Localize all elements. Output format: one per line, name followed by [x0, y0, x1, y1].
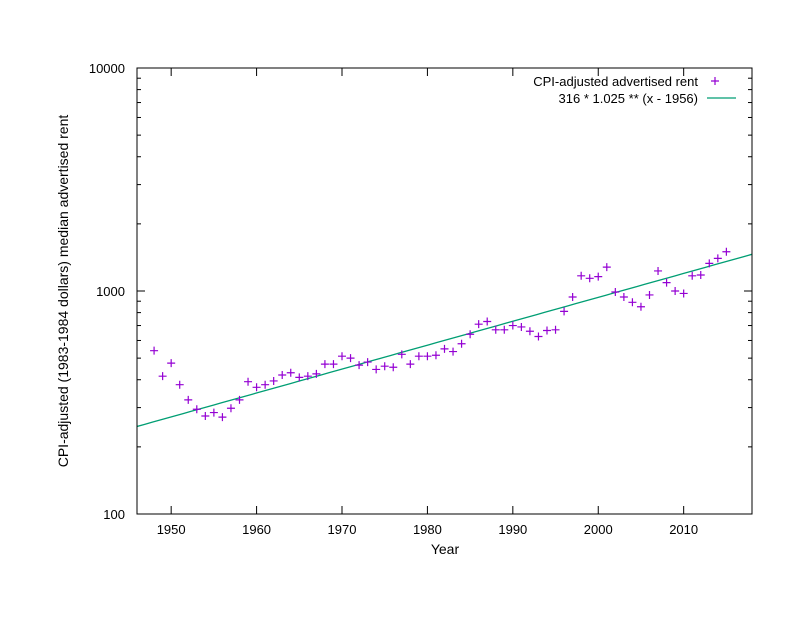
data-point: [483, 317, 492, 326]
data-point: [585, 274, 594, 283]
legend-marker-points: [711, 77, 719, 85]
data-point: [500, 325, 509, 334]
data-point: [338, 352, 346, 361]
data-point: [551, 325, 560, 334]
data-point: [380, 362, 389, 371]
data-point: [466, 330, 475, 339]
y-tick-label: 1000: [96, 284, 125, 299]
data-point: [244, 377, 253, 386]
data-point: [713, 254, 722, 263]
data-point: [568, 292, 577, 301]
data-point: [389, 363, 398, 372]
data-point: [577, 271, 586, 280]
data-point: [158, 372, 167, 381]
data-point: [705, 259, 714, 268]
data-point: [525, 327, 534, 336]
data-point: [184, 395, 193, 404]
x-tick-label: 1990: [498, 522, 527, 537]
data-point: [295, 373, 304, 382]
data-point: [218, 413, 227, 422]
data-point: [662, 278, 671, 287]
data-point: [329, 360, 338, 369]
y-tick-label: 100: [103, 507, 125, 522]
data-point: [722, 247, 731, 256]
data-point: [423, 352, 432, 361]
data-point: [619, 292, 628, 301]
data-point: [406, 360, 415, 369]
data-point: [636, 302, 645, 311]
x-axis-label: Year: [431, 541, 460, 557]
data-point: [320, 360, 329, 369]
y-tick-label: 10000: [89, 61, 125, 76]
data-point: [261, 380, 270, 389]
data-point: [278, 371, 287, 380]
data-point: [679, 289, 688, 298]
data-point: [696, 270, 705, 279]
plot-border: [136, 67, 753, 515]
data-point: [431, 351, 440, 360]
data-point: [543, 326, 551, 335]
x-tick-label: 2010: [669, 522, 698, 537]
data-point: [688, 271, 697, 280]
data-point: [269, 376, 278, 385]
data-point: [517, 322, 526, 331]
data-point: [209, 408, 218, 417]
data-point: [346, 354, 355, 363]
plot-area: [137, 247, 752, 428]
data-point: [671, 287, 680, 295]
data-point: [286, 368, 295, 377]
data-point: [611, 287, 620, 296]
data-point: [414, 352, 423, 361]
data-point: [654, 266, 663, 275]
data-point: [645, 290, 654, 299]
x-tick-label: 1980: [413, 522, 442, 537]
legend: CPI-adjusted advertised rent 316 * 1.025 …: [533, 74, 736, 106]
x-tick-label: 1950: [157, 522, 186, 537]
data-point: [449, 347, 458, 356]
axes: 1950 1960 1970 1980 1990 2000 2010 100 1000 10000: [89, 61, 753, 537]
data-point: [201, 412, 210, 421]
y-axis-label: CPI-adjusted (1983-1984 dollars) median …: [55, 115, 71, 468]
data-point: [355, 361, 364, 370]
data-point: [303, 372, 312, 381]
x-tick-label: 1960: [242, 522, 271, 537]
data-point: [252, 383, 261, 392]
data-point: [192, 405, 201, 414]
data-point: [397, 350, 406, 359]
data-point: [363, 358, 372, 367]
data-point: [167, 359, 176, 368]
data-point: [594, 272, 603, 281]
data-point: [235, 395, 244, 404]
data-point: [312, 369, 321, 378]
data-point: [491, 325, 500, 334]
data-point: [440, 344, 449, 353]
data-point: [534, 332, 543, 341]
x-tick-label: 1970: [328, 522, 357, 537]
x-tick-label: 2000: [584, 522, 613, 537]
data-point: [508, 321, 517, 330]
legend-label-points: CPI-adjusted advertised rent: [533, 74, 698, 89]
data-point: [474, 320, 483, 329]
data-point: [457, 339, 466, 348]
data-point: [226, 404, 235, 413]
data-point: [150, 346, 159, 355]
data-point: [628, 298, 637, 307]
data-point: [560, 307, 569, 316]
data-point: [372, 365, 381, 374]
data-point: [175, 380, 184, 389]
fit-line: [137, 253, 752, 428]
data-point: [602, 263, 611, 272]
legend-label-line: 316 * 1.025 ** (x - 1956): [559, 91, 698, 106]
